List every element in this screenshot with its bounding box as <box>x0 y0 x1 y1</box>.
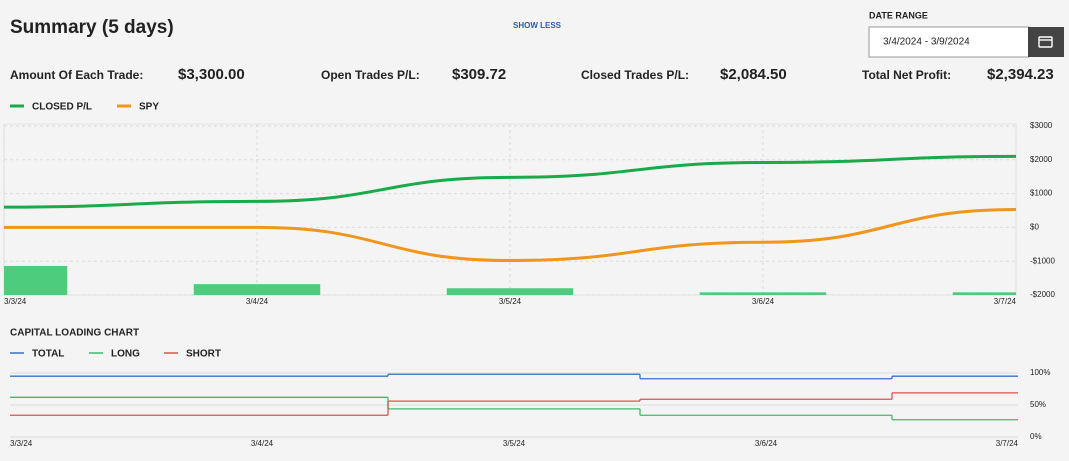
x-tick-label: 3/4/24 <box>246 297 269 306</box>
y-tick-label: $0 <box>1030 223 1039 232</box>
date-range-label: DATE RANGE <box>869 10 928 20</box>
x-tick-label: 3/4/24 <box>251 439 274 448</box>
series-line <box>3 154 1017 209</box>
bar <box>446 288 574 295</box>
stat-value: $3,300.00 <box>178 66 245 83</box>
stat-value: $309.72 <box>452 66 506 83</box>
stat-label: Total Net Profit: <box>862 68 951 82</box>
y-tick-label: $1000 <box>1030 189 1053 198</box>
stat-value: $2,394.23 <box>987 66 1054 83</box>
legend-label: SPY <box>139 102 159 113</box>
stat-label: Open Trades P/L: <box>321 68 420 82</box>
bar <box>4 265 68 295</box>
x-tick-label: 3/7/24 <box>994 297 1017 306</box>
y-tick-label: -$1000 <box>1030 256 1055 265</box>
y-tick-label: $3000 <box>1030 121 1053 130</box>
series-line <box>4 207 1017 263</box>
x-tick-label: 3/3/24 <box>4 297 27 306</box>
legend-label: LONG <box>111 349 140 360</box>
y-tick-label: 0% <box>1030 432 1042 441</box>
bar <box>952 292 1016 295</box>
stat-value: $2,084.50 <box>720 66 787 83</box>
y-tick-label: 50% <box>1030 400 1046 409</box>
x-tick-label: 3/6/24 <box>755 439 778 448</box>
legend-label: TOTAL <box>32 349 64 360</box>
y-tick-label: $2000 <box>1030 155 1053 164</box>
x-tick-label: 3/5/24 <box>503 439 526 448</box>
date-range-input[interactable] <box>868 26 1030 58</box>
y-tick-label: -$2000 <box>1030 290 1055 299</box>
x-tick-label: 3/7/24 <box>996 439 1019 448</box>
stat-label: Amount Of Each Trade: <box>10 68 143 82</box>
date-range-value: 3/4/2024 - 3/9/2024 <box>883 37 970 48</box>
x-tick-label: 3/3/24 <box>10 439 33 448</box>
bar <box>699 292 827 295</box>
x-tick-label: 3/5/24 <box>499 297 522 306</box>
stat-label: Closed Trades P/L: <box>581 68 689 82</box>
calendar-button[interactable] <box>1028 27 1064 57</box>
chart-title: CAPITAL LOADING CHART <box>10 328 139 339</box>
bar <box>193 284 321 295</box>
y-tick-label: 100% <box>1030 368 1050 377</box>
x-tick-label: 3/6/24 <box>752 297 775 306</box>
calendar-icon <box>1038 36 1053 48</box>
legend-label: CLOSED P/L <box>32 102 92 113</box>
page-title: Summary (5 days) <box>10 17 174 38</box>
show-less-link[interactable]: SHOW LESS <box>513 21 562 30</box>
legend-label: SHORT <box>186 349 221 360</box>
